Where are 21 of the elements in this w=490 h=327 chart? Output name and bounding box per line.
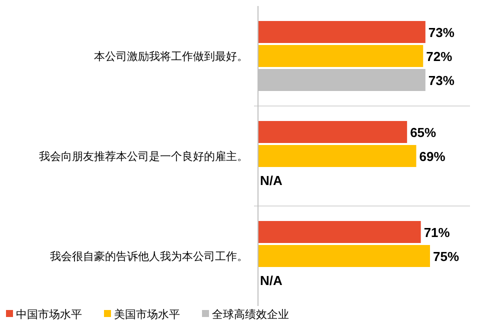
data-label: 75% <box>433 249 460 264</box>
y-tick-label: 本公司激励我将工作做到最好。 <box>94 50 248 63</box>
legend-label: 美国市场水平 <box>114 308 180 321</box>
y-tick-label: 我会向朋友推荐本公司是一个良好的雇主。 <box>39 150 248 163</box>
bar <box>258 21 426 43</box>
y-tick-label: 我会很自豪的告诉他人我为本公司工作。 <box>50 250 248 263</box>
data-label: 65% <box>410 125 437 140</box>
data-label: 69% <box>419 149 446 164</box>
text: N/A <box>260 273 282 288</box>
data-label: 71% <box>424 225 450 240</box>
bar <box>258 145 416 167</box>
bar <box>258 45 424 67</box>
legend-label: 中国市场水平 <box>16 308 82 321</box>
bar <box>258 221 421 243</box>
legend-label: 全球高绩效企业 <box>212 308 289 321</box>
data-label: 73% <box>428 25 455 40</box>
data-label: 72% <box>426 49 453 64</box>
text: N/A <box>260 173 282 188</box>
data-label: 73% <box>428 73 455 88</box>
bar <box>258 121 408 143</box>
bar <box>258 245 430 267</box>
